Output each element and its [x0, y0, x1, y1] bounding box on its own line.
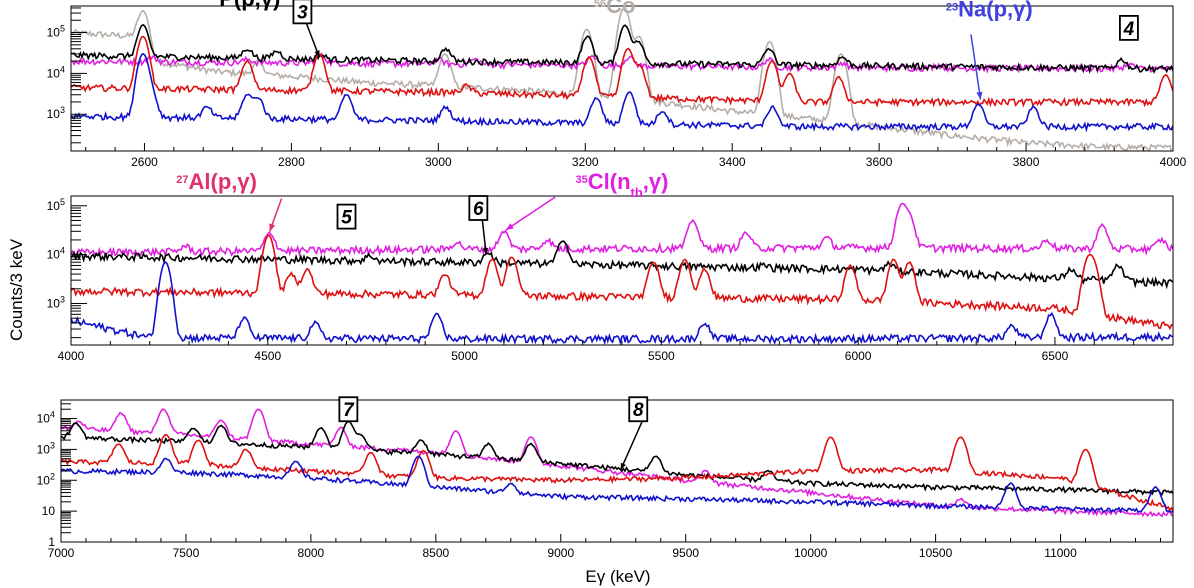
y-tick-label: 105: [47, 24, 65, 40]
x-tick-label: 9000: [547, 546, 574, 560]
x-tick-label: 3200: [572, 155, 599, 169]
peak-annotation: 23Na(p,γ): [946, 0, 1033, 21]
series-red: [61, 433, 1173, 512]
x-tick-label: 4000: [58, 349, 85, 363]
y-tick-label: 103: [47, 105, 65, 121]
x-tick-label: 8000: [298, 546, 325, 560]
arrow-head: [620, 462, 626, 470]
label-arrow: [620, 420, 643, 470]
label-box-number: 5: [341, 208, 352, 229]
peak-annotation: 56Co: [594, 0, 636, 18]
x-tick-label: 3600: [866, 155, 893, 169]
series-red: [71, 35, 1173, 108]
y-tick-label: 10: [42, 504, 56, 518]
y-tick-label: 1: [48, 535, 55, 549]
arrow-head: [482, 247, 489, 255]
label-box: [292, 0, 313, 25]
x-tick-label: 3800: [1013, 155, 1040, 169]
y-tick-label: 105: [47, 197, 65, 213]
y-axis-label: Counts/3 keV: [7, 238, 26, 341]
x-axis-label: Eγ (keV): [585, 567, 650, 586]
x-tick-label: 4000: [1160, 155, 1187, 169]
series-blue: [71, 260, 1173, 345]
x-tick-label: 8500: [422, 546, 449, 560]
x-tick-label: 2800: [278, 155, 305, 169]
annotation-arrow: [505, 196, 556, 231]
series-magenta: [71, 202, 1173, 259]
y-tick-label: 103: [37, 440, 55, 456]
peak-annotation: 31P(p,γ): [207, 0, 280, 11]
label-box-number: 4: [1123, 19, 1135, 40]
label-box-number: 3: [297, 2, 308, 23]
x-tick-label: 9500: [672, 546, 699, 560]
x-tick-label: 10000: [794, 546, 828, 560]
series-red: [71, 234, 1173, 331]
series-black: [71, 240, 1173, 290]
series-blue: [71, 52, 1173, 133]
x-tick-label: 4500: [254, 349, 281, 363]
x-tick-label: 3000: [425, 155, 452, 169]
panel-3-series: [61, 408, 1173, 518]
series-black: [61, 420, 1173, 496]
peak-annotation: 27Al(p,γ): [176, 169, 257, 194]
label-box: [628, 396, 649, 423]
spectra-panels: 2600 2800 3000 3200 3400 3600 3800 400010310410…: [37, 0, 1187, 560]
arrow-head: [505, 223, 514, 230]
x-tick-label: 5000: [451, 349, 478, 363]
label-box: [336, 203, 357, 230]
y-tick-label: 104: [47, 64, 65, 80]
x-tick-label: 2600: [131, 155, 158, 169]
panel-2-frame: [70, 195, 1174, 346]
arrow-head: [269, 223, 276, 232]
panel-2-series: [71, 202, 1173, 345]
label-box-number: 6: [473, 199, 484, 220]
label-box-number: 7: [343, 400, 355, 421]
x-tick-label: 7000: [48, 546, 75, 560]
y-tick-label: 102: [37, 471, 55, 487]
panel-2: 4000 4500 5000 5500 6000 6500 103 104 105 27Al(p,…: [47, 169, 1174, 363]
panel-3: 7000 7500 8000 8500 9000 9500 10000 10500 11000 1…: [37, 396, 1174, 560]
y-tick-label: 104: [47, 246, 65, 262]
panel-3-frame: [60, 399, 1174, 543]
panel-1-series: [71, 7, 1173, 151]
x-tick-label: 7500: [173, 546, 200, 560]
y-tick-label: 104: [37, 410, 55, 426]
peak-annotation: 35Cl(nth,γ): [576, 169, 669, 200]
panel-1-frame: [70, 5, 1174, 152]
x-tick-label: 3400: [719, 155, 746, 169]
label-box: [1119, 14, 1139, 41]
label-box-number: 8: [633, 400, 644, 421]
series-gray: [71, 7, 1173, 151]
x-tick-label: 10500: [919, 546, 953, 560]
x-tick-label: 5500: [648, 349, 675, 363]
x-tick-label: 6500: [1042, 349, 1069, 363]
label-box: [338, 396, 359, 423]
series-black: [71, 23, 1173, 75]
x-tick-label: 6000: [845, 349, 872, 363]
arrow-head: [314, 50, 320, 58]
label-box: [468, 195, 489, 221]
panel-1: 2600 2800 3000 3200 3400 3600 3800 4000 103 104 10…: [47, 0, 1187, 169]
series-blue: [61, 455, 1173, 514]
series-magenta: [61, 408, 1173, 518]
arrow-head: [976, 91, 983, 100]
x-tick-label: 11000: [1044, 546, 1077, 560]
annotation-arrow: [970, 34, 982, 100]
y-tick-label: 103: [47, 294, 65, 310]
